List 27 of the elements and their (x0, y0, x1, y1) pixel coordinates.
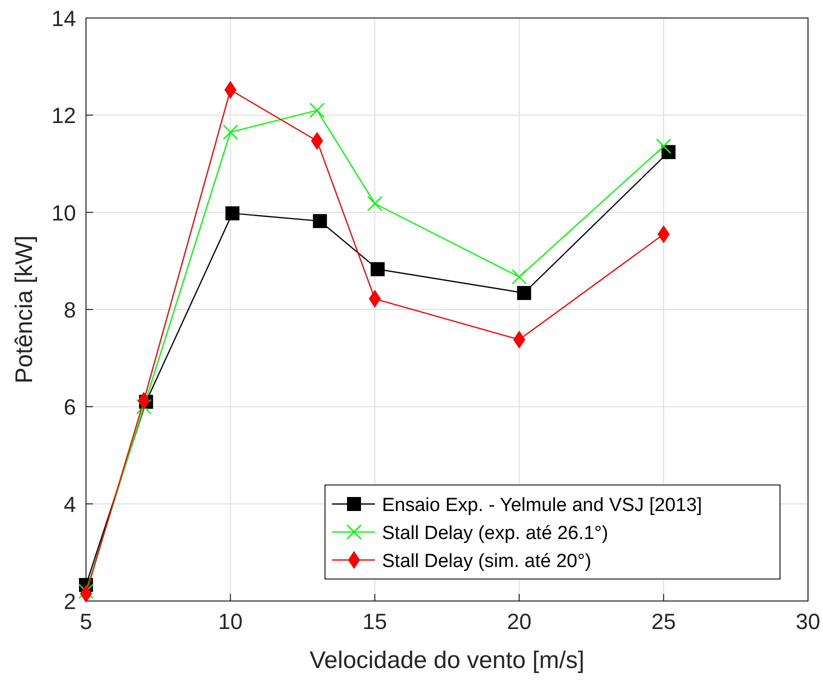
point (512, 269, 527, 285)
y-axis-title: Potência [kW] (11, 235, 38, 384)
x-tick-label: 25 (651, 609, 676, 634)
point (312, 214, 327, 228)
y-tick-label: 6 (64, 394, 76, 420)
point (370, 262, 385, 276)
legend-label: Ensaio Exp. - Yelmule and VSJ [2013] (382, 495, 702, 516)
y-tick-label: 8 (64, 298, 76, 322)
x-axis-title: Velocidade do vento [m/s] (310, 647, 584, 674)
y-tick-label: 14 (52, 6, 76, 31)
point (367, 196, 382, 212)
point (656, 138, 672, 154)
point (222, 124, 238, 140)
x-tick-label: 20 (506, 609, 532, 634)
y-tick-label: 2 (64, 589, 76, 614)
point (225, 206, 240, 220)
y-tick-label: 10 (52, 200, 76, 226)
y-tick-label: 12 (52, 103, 76, 128)
x-tick-label: 30 (796, 609, 820, 634)
x-tick-label: 15 (362, 609, 388, 634)
legend-label: Stall Delay (sim. até 20°) (382, 551, 592, 572)
x-tick-label: 10 (218, 609, 243, 634)
y-tick-label: 4 (64, 492, 76, 517)
point (517, 286, 532, 300)
point (309, 102, 325, 118)
legend-label: Stall Delay (exp. até 26.1°) (382, 523, 608, 544)
x-tick-label: 5 (80, 609, 92, 634)
